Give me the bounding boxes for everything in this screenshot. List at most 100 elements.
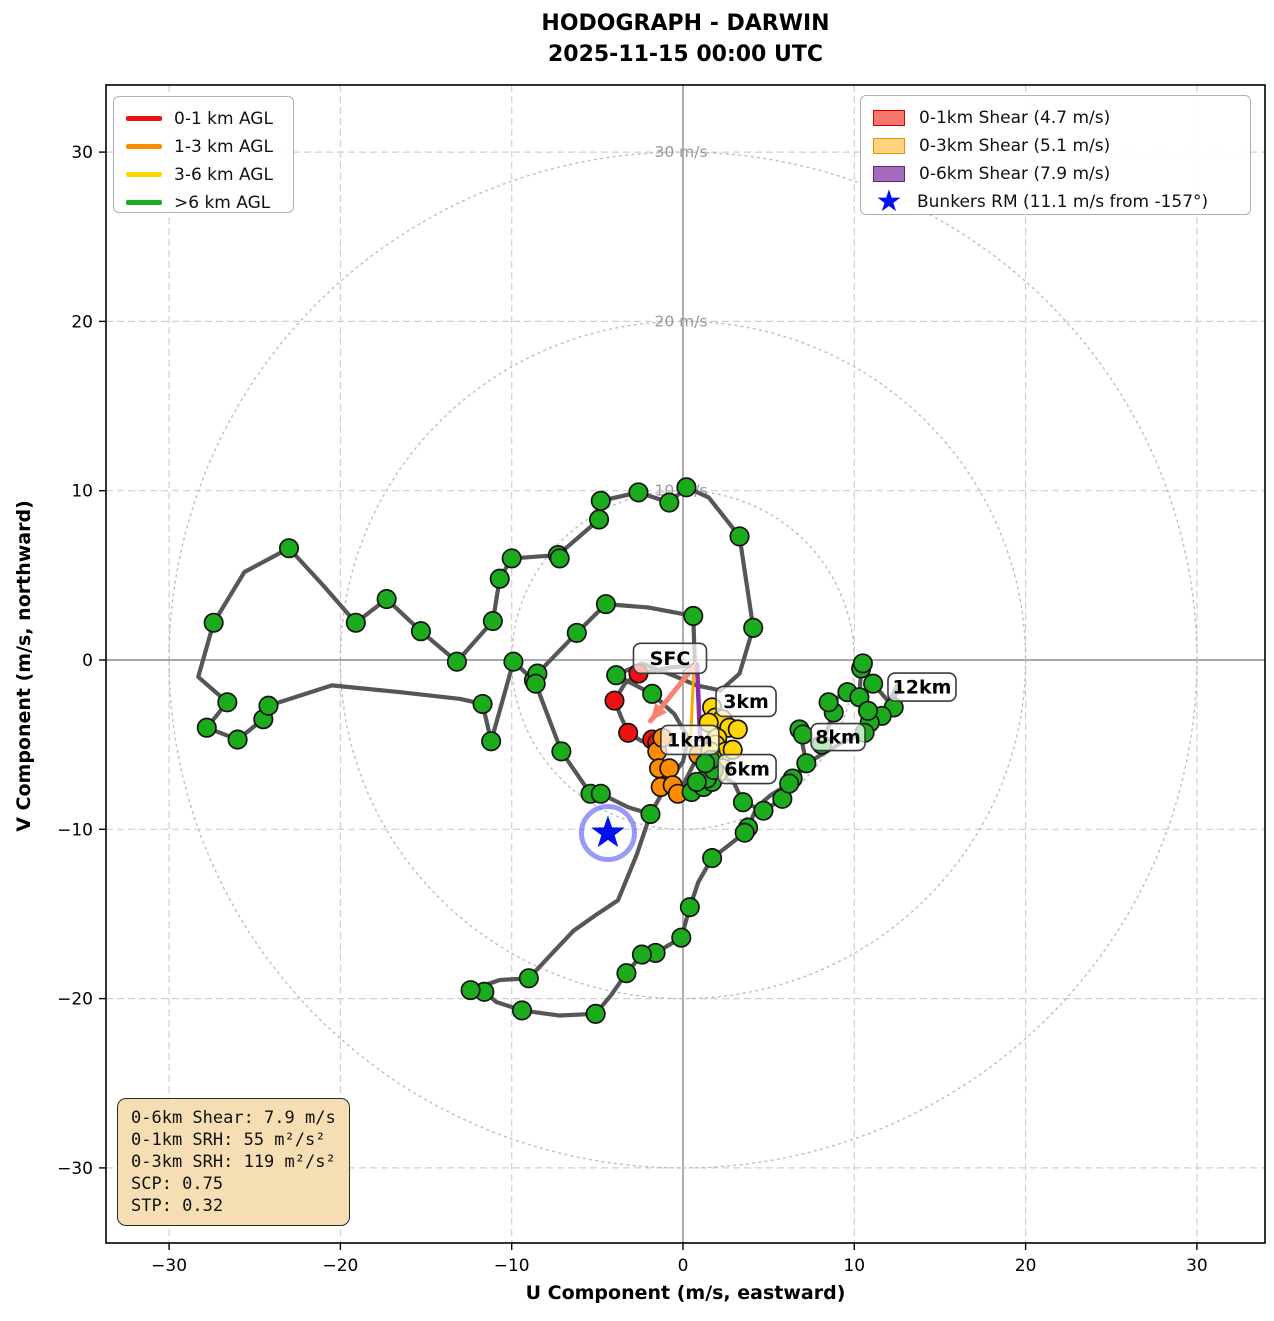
- data-point-marker: [460, 980, 481, 1001]
- data-point-marker: [590, 783, 611, 804]
- data-point-marker: [686, 771, 707, 792]
- height-label-box: [660, 724, 720, 756]
- 0-1km-shear-arrow-head: [650, 702, 667, 721]
- data-point-marker: [671, 927, 692, 948]
- plot-border: [105, 84, 1266, 1244]
- legend-label: Bunkers RM (11.1 m/s from -157°): [917, 191, 1209, 212]
- data-point-marker: [549, 548, 570, 569]
- height-label-box: [632, 642, 708, 675]
- data-point-marker: [589, 509, 610, 530]
- bunkers-rm-star-icon: [591, 815, 625, 848]
- data-point-marker: [472, 693, 493, 715]
- data-point-marker: [446, 651, 467, 672]
- legend-item-0-3km-shear: 0-3km Shear (5.1 m/s): [873, 133, 1238, 158]
- legend-item-0-1km: 0-1 km AGL: [126, 106, 281, 131]
- height-label-box: [715, 685, 777, 718]
- range-ring-20: [339, 320, 1027, 1000]
- data-point-marker: [345, 612, 366, 633]
- chart-title-block: HODOGRAPH - DARWIN 2025-11-15 00:00 UTC: [106, 8, 1265, 70]
- legend-label: 1-3 km AGL: [174, 136, 273, 157]
- text-label: 20: [71, 312, 93, 332]
- hodograph-trace: [196, 485, 900, 1018]
- height-label-1km: 1km: [660, 724, 720, 756]
- legend-label: 0-6km Shear (7.9 m/s): [919, 163, 1111, 184]
- text-label: 8km: [815, 727, 861, 749]
- data-point-marker: [852, 653, 873, 674]
- data-point-marker: [743, 617, 764, 638]
- height-label-3km: 3km: [715, 685, 777, 718]
- text-label: SFC: [650, 648, 691, 670]
- legend-label: 0-1km Shear (4.7 m/s): [919, 107, 1111, 128]
- x-axis-title: U Component (m/s, eastward): [525, 1282, 846, 1304]
- text-label: −20: [57, 990, 93, 1010]
- stats-panel: 0-6km Shear: 7.9 m/s 0-1km SRH: 55 m²/s²…: [117, 1098, 350, 1226]
- data-point-marker: [196, 717, 217, 738]
- data-point-marker: [863, 673, 884, 694]
- legend-label: 3-6 km AGL: [174, 164, 273, 185]
- text-label: 20: [1015, 1256, 1037, 1276]
- stat-0-1km-srh: 0-1km SRH: 55 m²/s²: [131, 1130, 326, 1150]
- text-label: 30: [1186, 1256, 1208, 1276]
- text-label: 0: [678, 1256, 689, 1276]
- data-point-marker: [727, 719, 748, 740]
- stat-0-3km-srh: 0-3km SRH: 119 m²/s²: [131, 1152, 336, 1172]
- legend-item-0-6km-shear: 0-6km Shear (7.9 m/s): [873, 161, 1238, 186]
- text-label: 0: [82, 651, 93, 671]
- range-ring-30: [168, 151, 1198, 1169]
- data-point-marker: [482, 611, 503, 632]
- data-point-marker: [695, 753, 716, 774]
- data-point-marker: [734, 822, 755, 843]
- data-point-marker: [525, 673, 546, 694]
- data-point-marker: [518, 968, 539, 989]
- height-label-box: [717, 753, 777, 785]
- legend-item-3-6km: 3-6 km AGL: [126, 162, 281, 187]
- data-point-marker: [595, 594, 616, 615]
- data-point-marker: [676, 477, 697, 498]
- text-label: 30 m/s: [654, 143, 707, 161]
- chart-title: HODOGRAPH - DARWIN: [541, 11, 830, 36]
- text-label: −10: [494, 1256, 530, 1276]
- text-label: −10: [57, 820, 93, 840]
- height-label-12km: 12km: [887, 672, 957, 702]
- data-point-marker: [503, 651, 524, 672]
- legend-label: >6 km AGL: [174, 192, 271, 213]
- data-point-marker: [551, 741, 572, 762]
- data-point-marker: [481, 731, 502, 752]
- text-label: −30: [151, 1256, 187, 1276]
- data-point-marker: [501, 548, 522, 569]
- text-label: 6km: [724, 759, 770, 781]
- data-point-marker: [203, 612, 224, 633]
- legend-label: 0-3km Shear (5.1 m/s): [919, 135, 1111, 156]
- height-label-8km: 8km: [810, 722, 866, 752]
- legend-item-0-1km-shear: 0-1km Shear (4.7 m/s): [873, 105, 1238, 130]
- data-point-marker: [258, 695, 279, 716]
- data-point-marker: [642, 683, 663, 704]
- text-label: 10: [843, 1256, 865, 1276]
- data-point-marker: [604, 690, 625, 711]
- data-point-marker: [857, 700, 879, 721]
- data-point-marker: [618, 722, 639, 743]
- data-point-marker: [792, 724, 813, 745]
- data-point-marker: [729, 526, 750, 547]
- data-point-marker: [278, 538, 300, 559]
- legend-item-bunkers-rm: ★ Bunkers RM (11.1 m/s from -157°): [873, 186, 1238, 216]
- text-label: 20 m/s: [654, 312, 707, 330]
- data-point-marker: [796, 753, 817, 774]
- stat-0-6km-shear: 0-6km Shear: 7.9 m/s: [131, 1108, 336, 1128]
- height-label-box: [887, 672, 957, 702]
- legend-rect-swatch-red: [873, 109, 905, 126]
- legend-line-swatch-yellow: [126, 172, 162, 177]
- legend-line-swatch-orange: [126, 144, 162, 149]
- data-point-marker: [585, 1003, 606, 1024]
- text-label: −30: [57, 1159, 93, 1179]
- data-point-marker: [732, 792, 754, 813]
- text-label: 12km: [893, 677, 952, 699]
- stat-stp: STP: 0.32: [131, 1196, 224, 1216]
- data-point-marker: [566, 622, 587, 643]
- legend-rect-swatch-purple: [873, 165, 905, 182]
- data-point-marker: [631, 944, 652, 965]
- legend-line-swatch-green: [126, 200, 162, 205]
- legend-item-above-6km: >6 km AGL: [126, 190, 281, 215]
